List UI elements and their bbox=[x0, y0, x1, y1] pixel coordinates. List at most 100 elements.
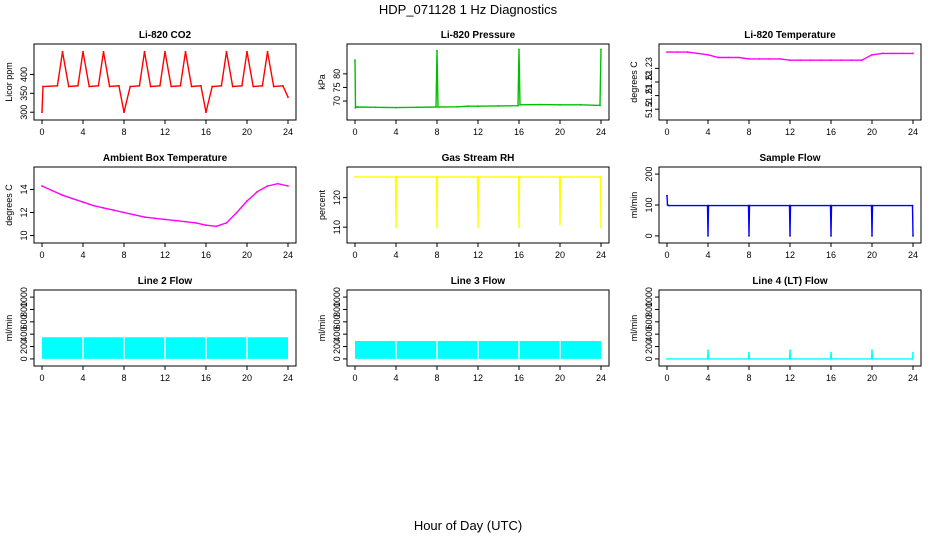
x-tick-label: 0 bbox=[664, 373, 669, 383]
chart-panel-6: Sample Flow ml/min 0 4 8 12 16 20 24 0 100 200 bbox=[629, 153, 922, 260]
x-tick-label: 4 bbox=[80, 373, 85, 383]
x-tick-label: 20 bbox=[242, 250, 252, 260]
y-tick-label: 0 bbox=[644, 233, 654, 238]
x-tick-label: 8 bbox=[746, 250, 751, 260]
y-axis-label: kPa bbox=[317, 74, 327, 90]
x-tick-label: 16 bbox=[826, 373, 836, 383]
data-point bbox=[41, 111, 43, 114]
y-tick-label: 200 bbox=[19, 339, 29, 354]
x-tick-label: 12 bbox=[785, 250, 795, 260]
chart-panel-8: Line 3 Flow ml/min 0 4 8 12 16 20 24 0 20040060080… bbox=[317, 276, 610, 383]
x-tick-label: 12 bbox=[473, 373, 483, 383]
data-point bbox=[266, 185, 269, 187]
y-tick-label: 600 bbox=[19, 314, 29, 329]
data-point bbox=[164, 218, 166, 221]
x-tick-label: 0 bbox=[39, 250, 44, 260]
data-point bbox=[436, 176, 439, 178]
data-point bbox=[559, 223, 561, 226]
data-point bbox=[666, 358, 668, 360]
data-point bbox=[200, 84, 202, 87]
y-tick-label: 51.22 bbox=[644, 71, 654, 94]
x-tick-label: 8 bbox=[434, 373, 439, 383]
y-axis-label: ml/min bbox=[629, 315, 639, 342]
data-point bbox=[77, 84, 79, 87]
data-point bbox=[830, 358, 833, 360]
x-tick-label: 12 bbox=[473, 250, 483, 260]
y-tick-label: 70 bbox=[332, 96, 342, 106]
data-point bbox=[108, 85, 111, 88]
x-tick-label: 24 bbox=[283, 127, 293, 137]
data-point bbox=[282, 84, 284, 87]
y-tick-label: 0 bbox=[644, 356, 654, 361]
data-point bbox=[225, 222, 228, 224]
y-axis-label: ml/min bbox=[629, 192, 639, 219]
data-point bbox=[276, 182, 279, 185]
data-point bbox=[287, 96, 289, 98]
y-tick-label: 80 bbox=[332, 69, 342, 79]
data-point bbox=[871, 349, 873, 352]
y-tick-label: 350 bbox=[19, 86, 29, 101]
y-tick-label: 400 bbox=[19, 67, 29, 82]
data-point bbox=[737, 56, 740, 59]
plot-frame bbox=[33, 166, 297, 244]
data-point bbox=[112, 209, 115, 212]
x-tick-label: 16 bbox=[201, 250, 211, 260]
chart-title: Sample Flow bbox=[759, 153, 820, 164]
y-axis-label: degrees C bbox=[4, 184, 14, 226]
data-point bbox=[246, 200, 248, 202]
x-tick-label: 20 bbox=[555, 250, 565, 260]
chart-title: Line 3 Flow bbox=[451, 276, 506, 287]
data-point bbox=[272, 85, 275, 88]
chart-panel-7: Line 2 Flow ml/min 0 4 8 12 16 20 24 0 20040060080… bbox=[4, 276, 297, 383]
y-tick-label: 120 bbox=[332, 190, 342, 205]
data-point bbox=[748, 235, 750, 237]
data-point bbox=[840, 59, 843, 62]
x-tick-label: 20 bbox=[242, 373, 252, 383]
figure-title: HDP_071128 1 Hz Diagnostics bbox=[378, 2, 558, 17]
data-point bbox=[819, 59, 822, 62]
data-point bbox=[435, 106, 437, 108]
data-point bbox=[477, 105, 479, 108]
x-tick-label: 8 bbox=[434, 127, 439, 137]
series-line bbox=[667, 350, 914, 360]
x-tick-label: 20 bbox=[242, 127, 252, 137]
data-point bbox=[599, 104, 601, 107]
x-tick-label: 4 bbox=[80, 250, 85, 260]
data-point bbox=[830, 351, 832, 354]
data-point bbox=[123, 111, 125, 114]
data-point bbox=[56, 84, 59, 87]
x-tick-label: 8 bbox=[121, 127, 126, 137]
y-tick-label: 51.23 bbox=[644, 57, 654, 80]
data-point bbox=[518, 176, 521, 178]
data-point bbox=[41, 185, 43, 187]
data-point bbox=[707, 53, 709, 56]
x-tick-label: 8 bbox=[746, 373, 751, 383]
data-point bbox=[666, 51, 668, 53]
y-tick-label: 100 bbox=[644, 197, 654, 212]
x-tick-label: 0 bbox=[664, 250, 669, 260]
data-point bbox=[266, 50, 269, 53]
data-point bbox=[871, 358, 874, 360]
data-point bbox=[830, 235, 832, 237]
data-point bbox=[707, 204, 710, 207]
data-point bbox=[102, 50, 105, 53]
data-point bbox=[676, 51, 679, 53]
figure-x-axis-label: Hour of Day (UTC) bbox=[413, 518, 523, 533]
data-point bbox=[211, 85, 214, 88]
data-point bbox=[686, 51, 689, 53]
data-point bbox=[97, 84, 100, 87]
data-point bbox=[395, 226, 397, 229]
data-point bbox=[88, 85, 91, 88]
y-tick-label: 200 bbox=[644, 339, 654, 354]
data-point bbox=[477, 226, 479, 229]
x-tick-label: 24 bbox=[283, 373, 293, 383]
data-point bbox=[911, 204, 914, 207]
x-tick-label: 8 bbox=[121, 250, 126, 260]
data-point bbox=[871, 235, 873, 237]
x-tick-label: 0 bbox=[39, 373, 44, 383]
y-axis-label: ml/min bbox=[4, 315, 14, 342]
data-point bbox=[184, 220, 187, 223]
series-line bbox=[666, 195, 914, 236]
data-point bbox=[789, 204, 792, 207]
data-point bbox=[246, 50, 248, 53]
